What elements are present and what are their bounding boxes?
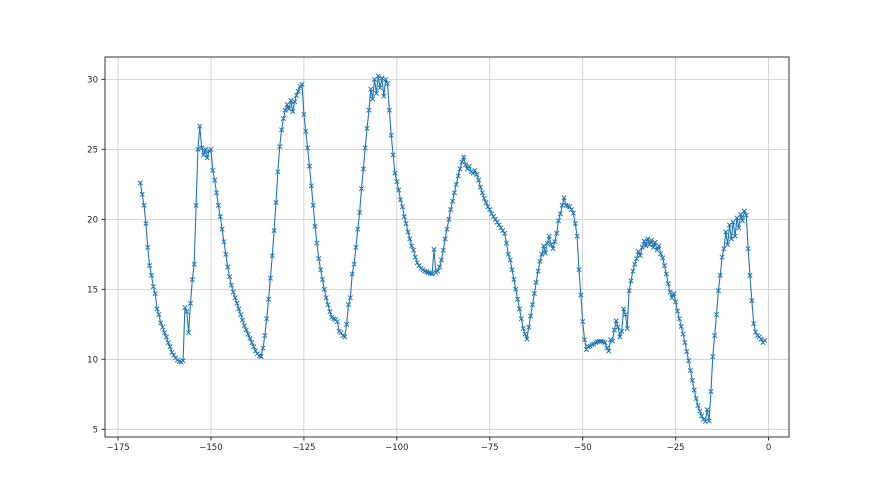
x-tick-label: −150 bbox=[199, 443, 222, 453]
y-tick-label: 15 bbox=[87, 285, 98, 295]
data-markers bbox=[137, 73, 768, 425]
axes-box bbox=[104, 56, 790, 438]
x-tick-label: −125 bbox=[292, 443, 315, 453]
x-tick-label: −50 bbox=[574, 443, 592, 453]
x-tick-label: −25 bbox=[667, 443, 685, 453]
x-tick-label: −75 bbox=[481, 443, 499, 453]
y-tick-label: 20 bbox=[87, 215, 98, 225]
y-tick-label: 25 bbox=[87, 145, 98, 155]
x-tick-label: 0 bbox=[766, 443, 771, 453]
y-tick-label: 10 bbox=[87, 355, 98, 365]
x-tick-label: −175 bbox=[106, 443, 129, 453]
x-tick-label: −100 bbox=[385, 443, 408, 453]
y-tick-label: 30 bbox=[87, 75, 98, 85]
y-tick-label: 5 bbox=[93, 425, 98, 435]
